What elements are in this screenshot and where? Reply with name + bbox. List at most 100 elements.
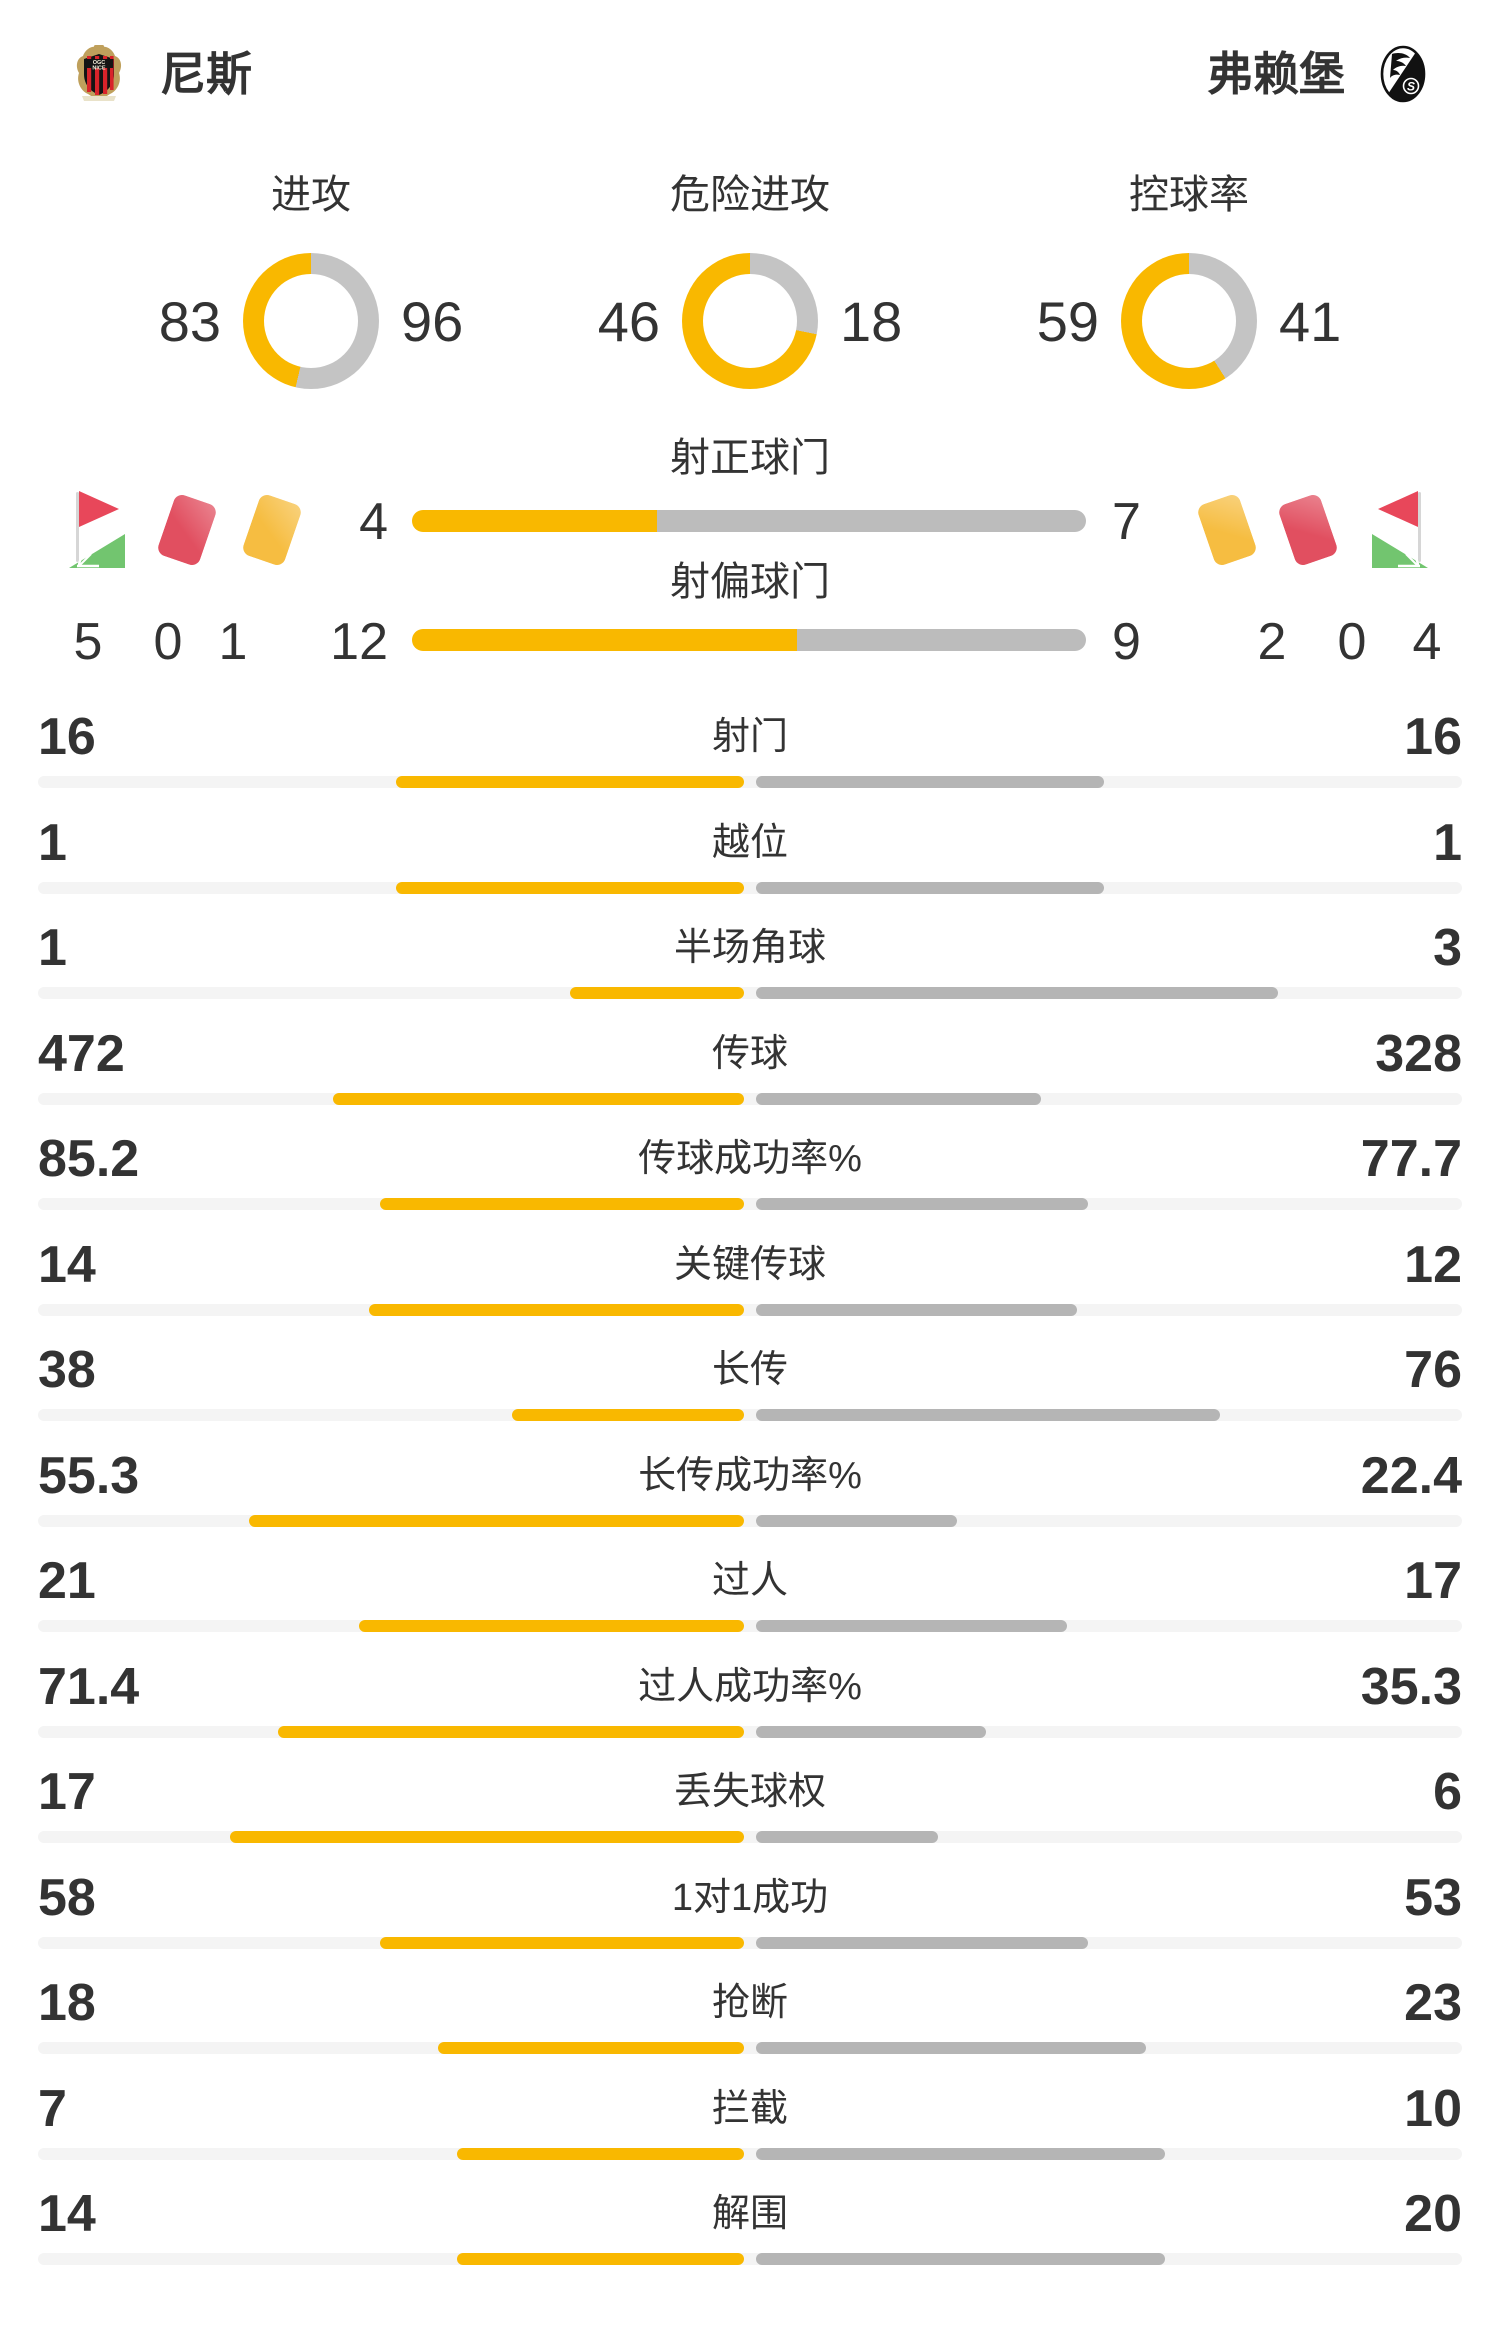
away-team-name: 弗赖堡 (1207, 48, 1345, 100)
stat-bar-home (278, 1726, 744, 1738)
home-corners-count: 5 (73, 613, 103, 671)
stat-bar-home (457, 2253, 744, 2265)
shots-off-target-bar-away (797, 629, 1086, 651)
stat-bar (38, 1093, 1462, 1105)
stat-row: 14 解围 20 (0, 2184, 1500, 2284)
stat-bar-track (38, 1726, 1462, 1738)
nice-crest-icon: OGC NICE (76, 45, 122, 101)
stat-home-value: 1 (38, 814, 67, 872)
stat-bar-home (249, 1515, 744, 1527)
donut-chart-dangerous-attacks (682, 253, 818, 389)
donut-title-dangerous-attacks: 危险进攻 (670, 173, 830, 217)
svg-text:S: S (1407, 80, 1415, 94)
stat-bar-away (756, 882, 1104, 894)
stat-bar (38, 2253, 1462, 2265)
stat-label: 丢失球权 (673, 1771, 826, 1813)
stat-bar-home (333, 1093, 744, 1105)
stat-away-value: 76 (1404, 1341, 1462, 1399)
home-team-name: 尼斯 (160, 48, 252, 100)
corner-flag-icon (1355, 488, 1439, 572)
section-title-shots-on-target: 射正球门 (670, 436, 830, 480)
stat-bar (38, 987, 1462, 999)
stat-row: 55.3 长传成功率% 22.4 (0, 1446, 1500, 1546)
freiburg-crest-icon: S (1380, 45, 1426, 103)
shots-off-target-bar (412, 629, 1086, 651)
stat-bar (38, 1937, 1462, 1949)
shots-off-target-bar-home (412, 629, 798, 651)
stat-bar (38, 1620, 1462, 1632)
stat-away-value: 10 (1404, 2080, 1462, 2138)
stat-row: 1 越位 1 (0, 813, 1500, 913)
stat-row: 18 抢断 23 (0, 1973, 1500, 2073)
stat-label: 抢断 (711, 1982, 788, 2024)
stat-row: 17 丢失球权 6 (0, 1762, 1500, 1862)
stat-label: 传球成功率% (638, 1138, 862, 1180)
stat-home-value: 85.2 (38, 1130, 140, 1188)
stat-bar-home (380, 1198, 744, 1210)
stat-bar-track (38, 2148, 1462, 2160)
stat-bar-track (38, 2253, 1462, 2265)
stat-home-value: 18 (38, 1974, 96, 2032)
stat-label: 拦截 (711, 2088, 788, 2130)
stat-bar (38, 2042, 1462, 2054)
stat-label: 长传成功率% (638, 1455, 862, 1497)
stat-home-value: 55.3 (38, 1447, 140, 1505)
stat-bar-home (230, 1831, 744, 1843)
stat-home-value: 14 (38, 1236, 96, 1294)
home-red-cards-count: 0 (153, 613, 183, 671)
stat-away-value: 1 (1433, 814, 1462, 872)
donut-title-attacks: 进攻 (271, 173, 351, 217)
stat-bar-away (756, 1093, 1041, 1105)
stat-bar-away (756, 1409, 1220, 1421)
stat-row: 14 关键传球 12 (0, 1235, 1500, 1335)
home-yellow-cards-count: 1 (218, 613, 248, 671)
stat-away-value: 35.3 (1360, 1658, 1462, 1716)
stat-home-value: 472 (38, 1025, 125, 1083)
stat-away-value: 23 (1404, 1974, 1462, 2032)
stat-bar-away (756, 1515, 957, 1527)
stat-bar-track (38, 1620, 1462, 1632)
stat-bar-track (38, 1198, 1462, 1210)
stat-home-value: 58 (38, 1869, 96, 1927)
shots-on-target-home: 4 (359, 493, 388, 551)
away-red-cards-count: 0 (1337, 613, 1367, 671)
stat-bar-track (38, 1937, 1462, 1949)
stat-label: 长传 (711, 1349, 788, 1391)
stat-label: 解围 (711, 2193, 788, 2235)
stat-label: 过人成功率% (638, 1666, 862, 1708)
stat-label: 过人 (711, 1560, 788, 1602)
stat-home-value: 38 (38, 1341, 96, 1399)
donut-away-value: 41 (1279, 289, 1342, 353)
shots-off-target-away: 9 (1112, 613, 1141, 671)
section-title-shots-off-target: 射偏球门 (670, 560, 830, 604)
stat-bar-home (396, 776, 744, 788)
donut-away-value: 18 (840, 289, 903, 353)
stat-bar-track (38, 1304, 1462, 1316)
stat-bar (38, 1409, 1462, 1421)
stat-bar-away (756, 987, 1278, 999)
stat-away-value: 17 (1404, 1552, 1462, 1610)
stat-bar-home (570, 987, 744, 999)
stat-bar (38, 1831, 1462, 1843)
corner-flag-icon (58, 488, 142, 572)
stat-bar (38, 1515, 1462, 1527)
stat-row: 85.2 传球成功率% 77.7 (0, 1129, 1500, 1229)
donut-home-value: 46 (597, 289, 660, 353)
stat-row: 38 长传 76 (0, 1340, 1500, 1440)
donut-chart-possession (1121, 253, 1257, 389)
donut-chart-attacks (243, 253, 379, 389)
stat-away-value: 16 (1404, 708, 1462, 766)
stat-away-value: 12 (1404, 1236, 1462, 1294)
shots-on-target-bar (412, 510, 1086, 532)
donut-home-value: 59 (1036, 289, 1099, 353)
stat-bar-away (756, 1831, 938, 1843)
away-corners-count: 4 (1412, 613, 1442, 671)
stat-away-value: 22.4 (1360, 1447, 1462, 1505)
away-yellow-cards-count: 2 (1257, 613, 1287, 671)
stat-bar-home (380, 1937, 744, 1949)
shots-on-target-away: 7 (1112, 493, 1141, 551)
stat-bar (38, 882, 1462, 894)
stat-bar-away (756, 776, 1104, 788)
stat-bar-home (457, 2148, 744, 2160)
stat-bar-track (38, 776, 1462, 788)
